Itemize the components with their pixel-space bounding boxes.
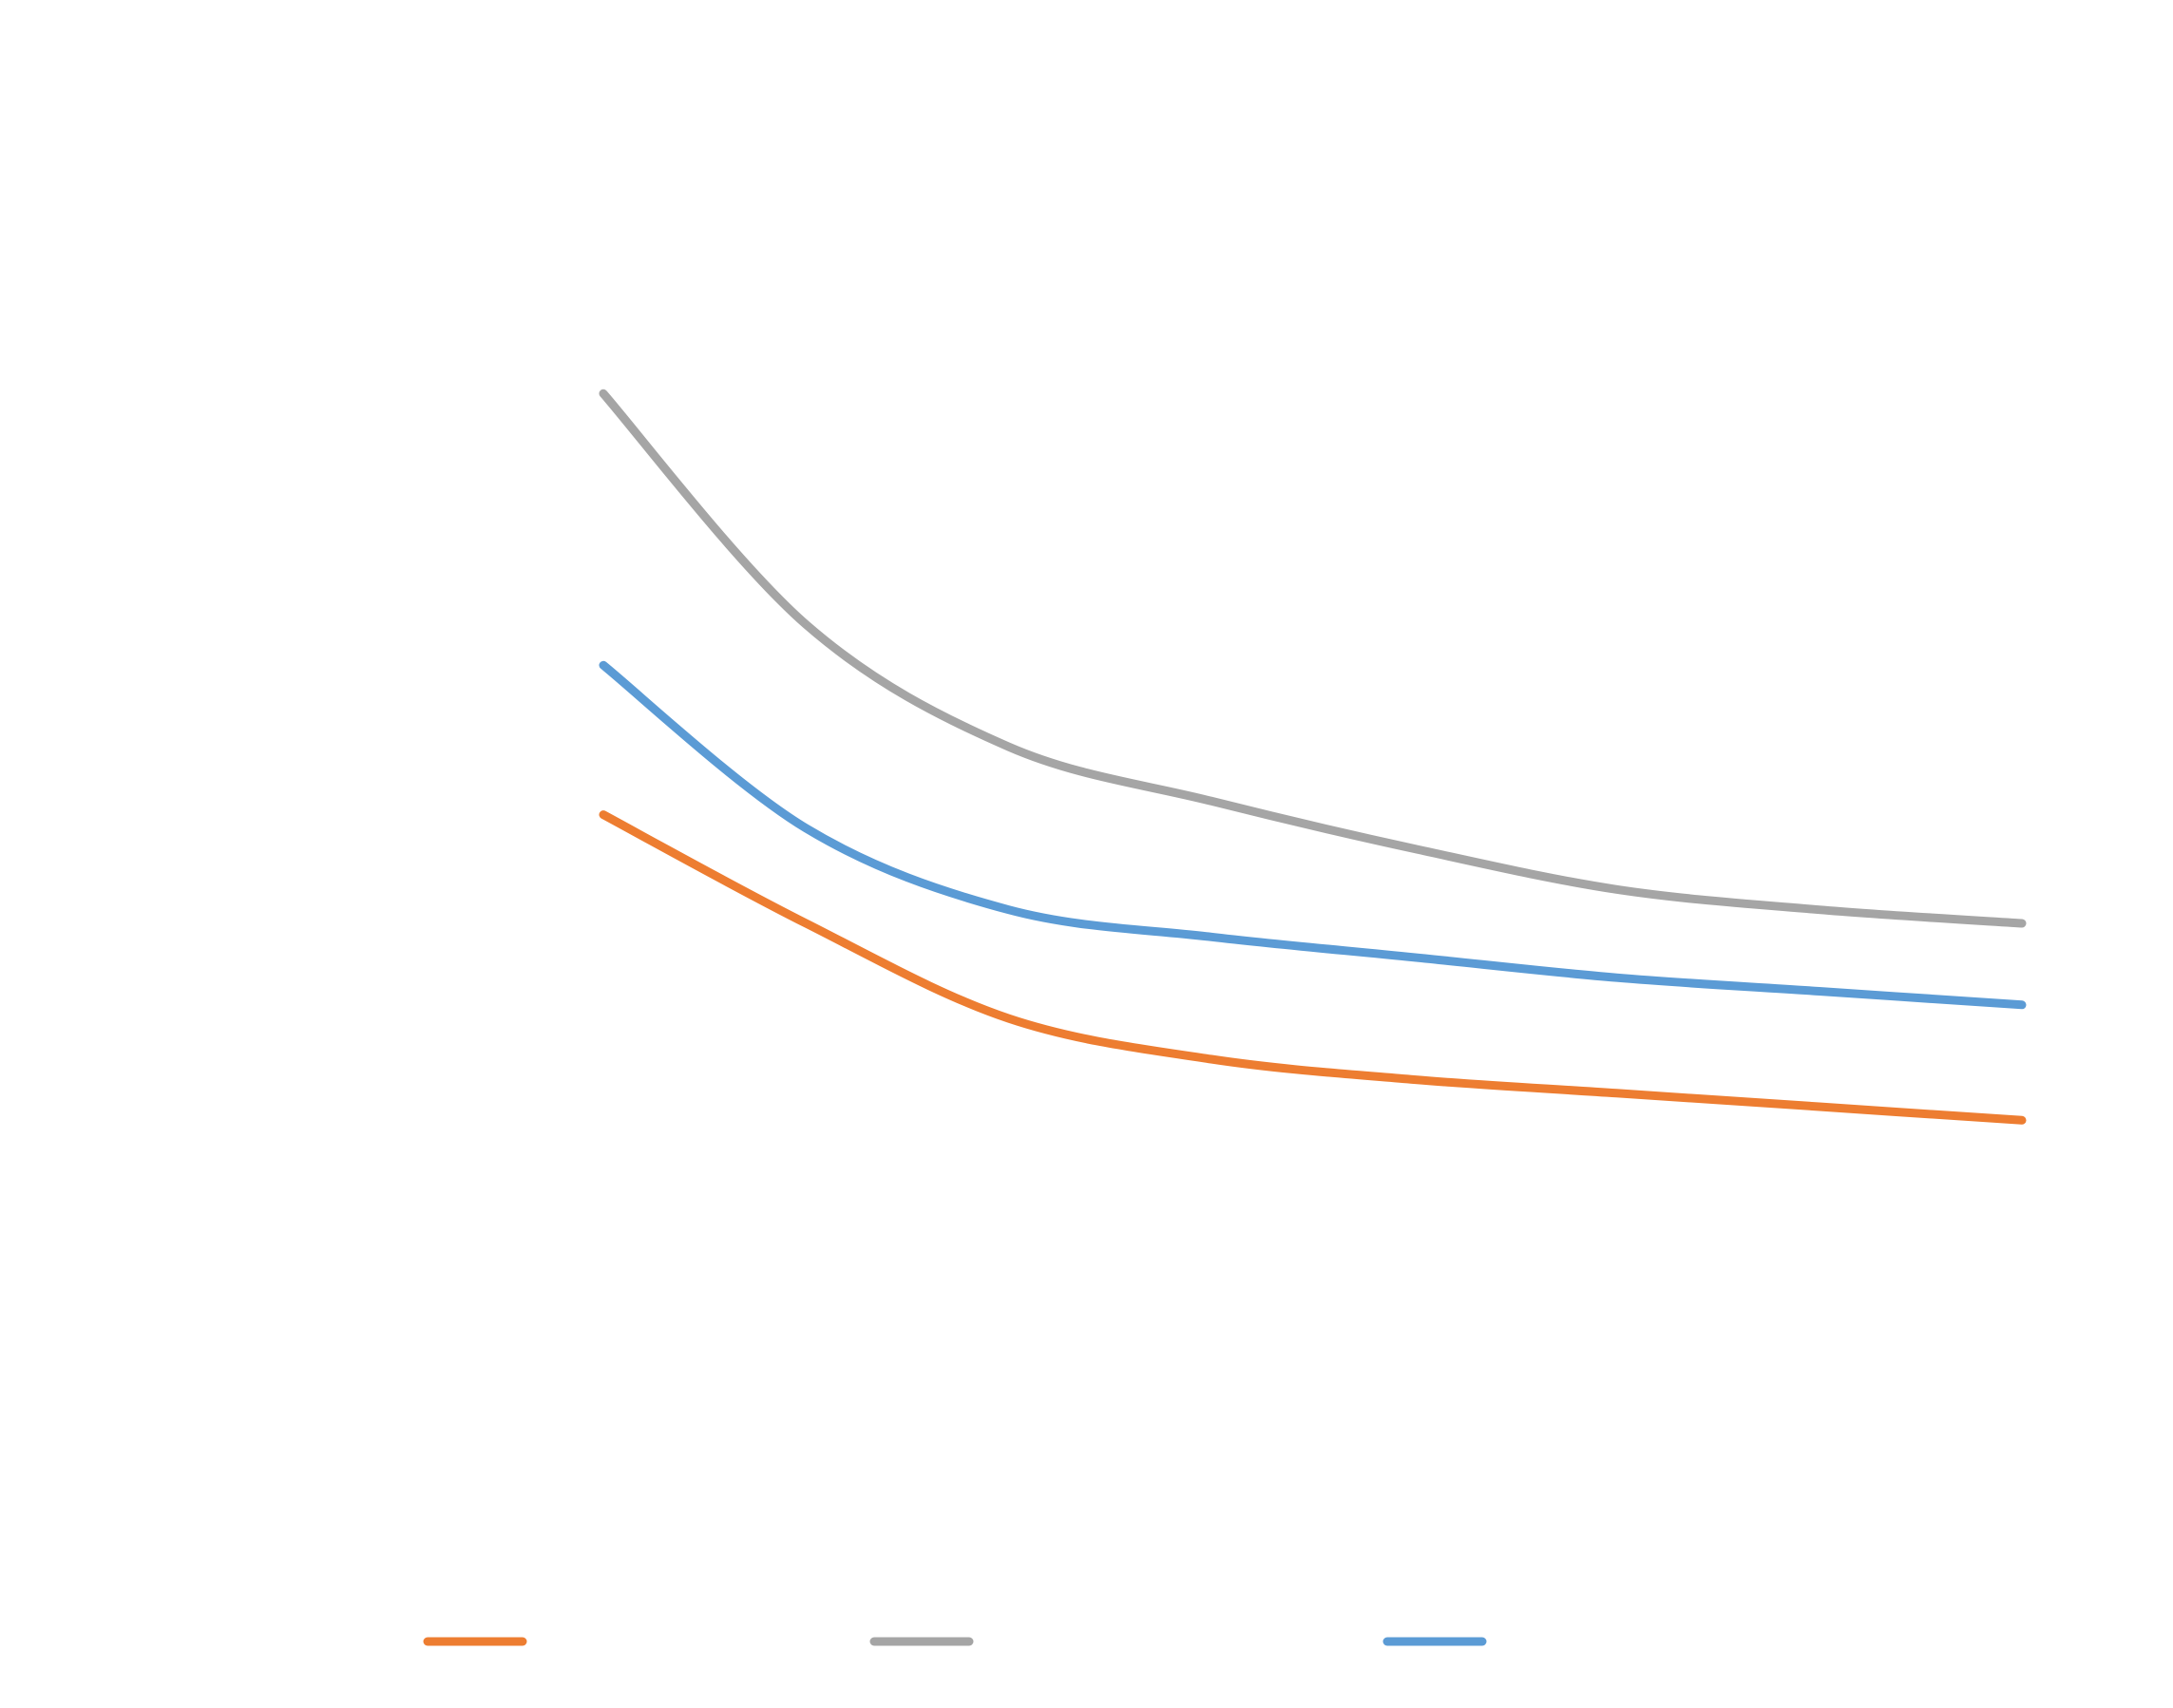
plot-area [599, 389, 2027, 1125]
series-1-line [599, 810, 2027, 1125]
series-3-line [599, 660, 2027, 1010]
series-2-line [599, 389, 2027, 928]
